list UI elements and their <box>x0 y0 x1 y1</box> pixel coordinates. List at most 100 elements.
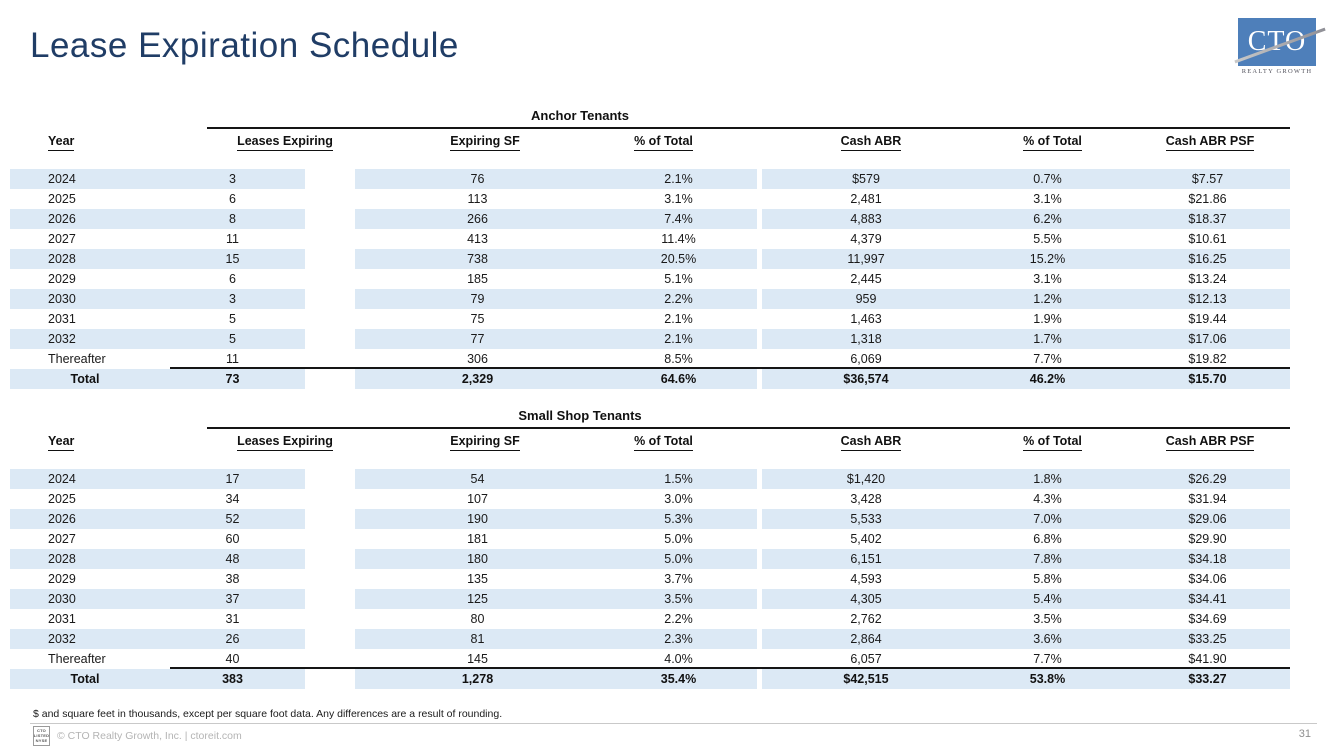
column-gap <box>305 169 355 189</box>
table-cell: 3,428 <box>850 492 882 506</box>
column-header-cell: Cash ABR PSF <box>1130 134 1290 151</box>
group-title: Small Shop Tenants <box>518 408 642 423</box>
cto-logo-mark: CTO <box>1234 18 1326 66</box>
column-gap <box>305 469 355 489</box>
table-cell: 185 <box>467 272 488 286</box>
table-cell: 3.7% <box>664 572 693 586</box>
total-cell: 383 <box>160 669 305 689</box>
badge-line: LISTED <box>33 733 50 738</box>
total-cell: 53.8% <box>970 669 1125 689</box>
column-header: % of Total <box>634 434 693 451</box>
table-cell: 3 <box>160 289 305 309</box>
page-title: Lease Expiration Schedule <box>30 26 459 65</box>
table-cell: 2028 <box>10 549 160 569</box>
table-cell: 3.0% <box>664 492 693 506</box>
table-cell: 738 <box>355 249 600 269</box>
table-cell: 4,305 <box>762 589 970 609</box>
total-cell: 1,278 <box>355 669 600 689</box>
table-row: 2026 52 190 5.3% 5,533 7.0% $29.06 <box>10 509 1290 529</box>
column-header: Year <box>48 434 75 451</box>
table-cell: 15 <box>160 249 305 269</box>
column-gap <box>305 189 355 209</box>
column-gap <box>305 349 355 369</box>
column-gap <box>305 329 355 349</box>
table-cell: 3.5% <box>600 589 757 609</box>
table-cell: 4.3% <box>1033 492 1062 506</box>
table-cell: 2026 <box>10 209 160 229</box>
total-rule <box>170 667 1290 669</box>
table-cell: 2,445 <box>850 272 882 286</box>
column-gap <box>305 609 355 629</box>
total-cell: $36,574 <box>762 369 970 389</box>
column-gap <box>305 669 355 689</box>
table-cell: 11,997 <box>762 249 970 269</box>
table-row: 2024 17 54 1.5% $1,420 1.8% $26.29 <box>10 469 1290 489</box>
table-cell: 8.5% <box>664 352 693 366</box>
table-cell: 3.5% <box>1033 612 1062 626</box>
table-cell: 11 <box>226 352 239 366</box>
column-gap <box>305 209 355 229</box>
column-header: Cash ABR PSF <box>1165 134 1255 151</box>
column-gap <box>305 509 355 529</box>
table-row: 2031 5 75 2.1% 1,463 1.9% $19.44 <box>10 309 1290 329</box>
table-cell: 0.7% <box>970 169 1125 189</box>
table-body: 2024 3 76 2.1% $579 0.7% $7.57 2025 6 113 3.1% 2,48… <box>10 169 1290 369</box>
column-header-cell: % of Total <box>975 134 1130 151</box>
table-cell: 125 <box>355 589 600 609</box>
lease-table-anchor: Anchor Tenants Year Leases Expiring Expiri… <box>10 108 1290 389</box>
table-cell: 2024 <box>10 169 160 189</box>
table-cell: 6,069 <box>850 352 882 366</box>
table-cell: $31.94 <box>1188 492 1227 506</box>
group-title-rule <box>207 427 1290 429</box>
table-cell: 40 <box>225 652 240 666</box>
table-cell: 2.1% <box>664 312 693 326</box>
table-cell: 6,151 <box>762 549 970 569</box>
table-cell: 2029 <box>48 272 76 286</box>
table-cell: 2030 <box>10 289 160 309</box>
column-header: Leases Expiring <box>237 434 333 451</box>
table-cell: 4,593 <box>850 572 882 586</box>
total-cell: $15.70 <box>1125 369 1290 389</box>
column-gap <box>305 589 355 609</box>
table-cell: $17.06 <box>1125 329 1290 349</box>
column-header: % of Total <box>1023 434 1082 451</box>
table-cell: 180 <box>355 549 600 569</box>
table-cell: 2,864 <box>762 629 970 649</box>
table-cell: $579 <box>762 169 970 189</box>
table-row: 2030 37 125 3.5% 4,305 5.4% $34.41 <box>10 589 1290 609</box>
table-cell: $7.57 <box>1125 169 1290 189</box>
table-cell: Thereafter <box>48 352 106 366</box>
table-row: 2027 60 181 5.0% 5,402 6.8% $29.90 <box>10 529 1290 549</box>
column-gap <box>305 269 355 289</box>
column-header-cell: Expiring SF <box>410 134 560 151</box>
lease-table-small-shop: Small Shop Tenants Year Leases Expiring Ex… <box>10 408 1290 689</box>
table-cell: 3.1% <box>664 192 693 206</box>
table-cell: $10.61 <box>1188 232 1227 246</box>
table-cell: 2026 <box>10 509 160 529</box>
table-cell: 5 <box>229 312 236 326</box>
table-cell: 2.2% <box>600 289 757 309</box>
table-cell: 135 <box>467 572 488 586</box>
table-cell: 2032 <box>10 329 160 349</box>
table-cell: 26 <box>160 629 305 649</box>
table-cell: 3.1% <box>1033 192 1062 206</box>
column-header-cell: Year <box>10 134 160 151</box>
total-cell: $42,515 <box>762 669 970 689</box>
table-body: 2024 17 54 1.5% $1,420 1.8% $26.29 2025 34 107 3.0… <box>10 469 1290 669</box>
column-gap <box>305 229 355 249</box>
column-gap <box>305 489 355 509</box>
table-cell: 2.2% <box>664 612 693 626</box>
column-gap <box>305 569 355 589</box>
table-cell: 4,883 <box>762 209 970 229</box>
table-header-row: Year Leases Expiring Expiring SF % of Total… <box>10 129 1290 151</box>
table-row: 2031 31 80 2.2% 2,762 3.5% $34.69 <box>10 609 1290 629</box>
table-cell: 7.0% <box>970 509 1125 529</box>
table-cell: 2024 <box>10 469 160 489</box>
column-header-cell: Cash ABR <box>767 434 975 451</box>
table-cell: 2025 <box>48 492 76 506</box>
table-cell: 1.9% <box>1033 312 1062 326</box>
group-title-row: Small Shop Tenants <box>10 408 1290 429</box>
table-cell: $21.86 <box>1188 192 1227 206</box>
table-cell: 2031 <box>48 312 76 326</box>
